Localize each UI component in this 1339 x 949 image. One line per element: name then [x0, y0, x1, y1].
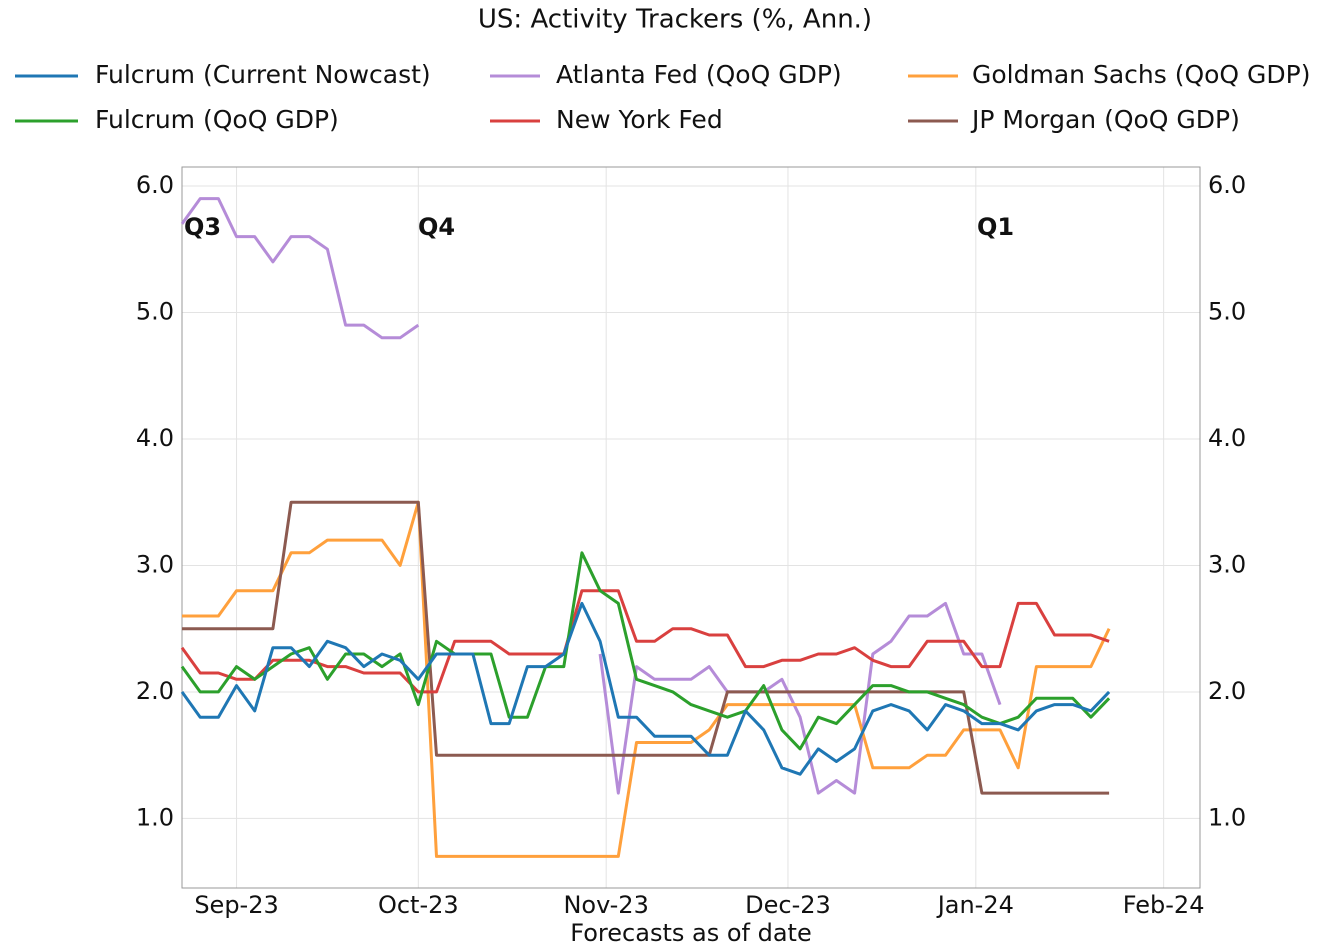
y-tick-label: 3.0	[136, 550, 174, 578]
chart-title: US: Activity Trackers (%, Ann.)	[478, 5, 872, 35]
series-line	[180, 601, 1111, 776]
series-line	[182, 500, 1110, 795]
y-tick-label: 2.0	[136, 677, 174, 705]
x-tick-label: Sep-23	[194, 891, 278, 919]
y-tick-label: 5.0	[136, 297, 174, 325]
plot-frame	[181, 166, 1201, 889]
y2-tick-label: 3.0	[1208, 550, 1246, 578]
legend-label: JP Morgan (QoQ GDP)	[970, 105, 1240, 134]
x-tick-label: Dec-23	[745, 891, 831, 919]
annotation: Q3	[184, 213, 221, 241]
y2-tick-label: 6.0	[1208, 171, 1246, 199]
series-line	[182, 500, 1111, 858]
y-tick-label: 1.0	[136, 803, 174, 831]
legend-label: Fulcrum (QoQ GDP)	[95, 105, 339, 134]
annotation: Q1	[977, 213, 1014, 241]
y-tick-label: 4.0	[136, 424, 174, 452]
x-tick-label: Feb-24	[1123, 891, 1205, 919]
series-line	[180, 197, 1002, 795]
series-line	[180, 589, 1110, 694]
y2-tick-label: 4.0	[1208, 424, 1246, 452]
series-line	[180, 551, 1111, 751]
x-tick-label: Nov-23	[563, 891, 648, 919]
legend-label: Atlanta Fed (QoQ GDP)	[556, 60, 842, 89]
x-tick-label: Jan-24	[936, 891, 1014, 919]
legend-label: Fulcrum (Current Nowcast)	[95, 60, 431, 89]
y2-tick-label: 5.0	[1208, 297, 1246, 325]
y2-tick-label: 2.0	[1208, 677, 1246, 705]
y-tick-label: 6.0	[136, 171, 174, 199]
legend-label: Goldman Sachs (QoQ GDP)	[972, 60, 1311, 89]
x-tick-label: Oct-23	[378, 891, 459, 919]
y2-tick-label: 1.0	[1208, 803, 1246, 831]
x-axis-label: Forecasts as of date	[570, 919, 811, 947]
legend-label: New York Fed	[556, 105, 723, 134]
annotation: Q4	[418, 213, 455, 241]
